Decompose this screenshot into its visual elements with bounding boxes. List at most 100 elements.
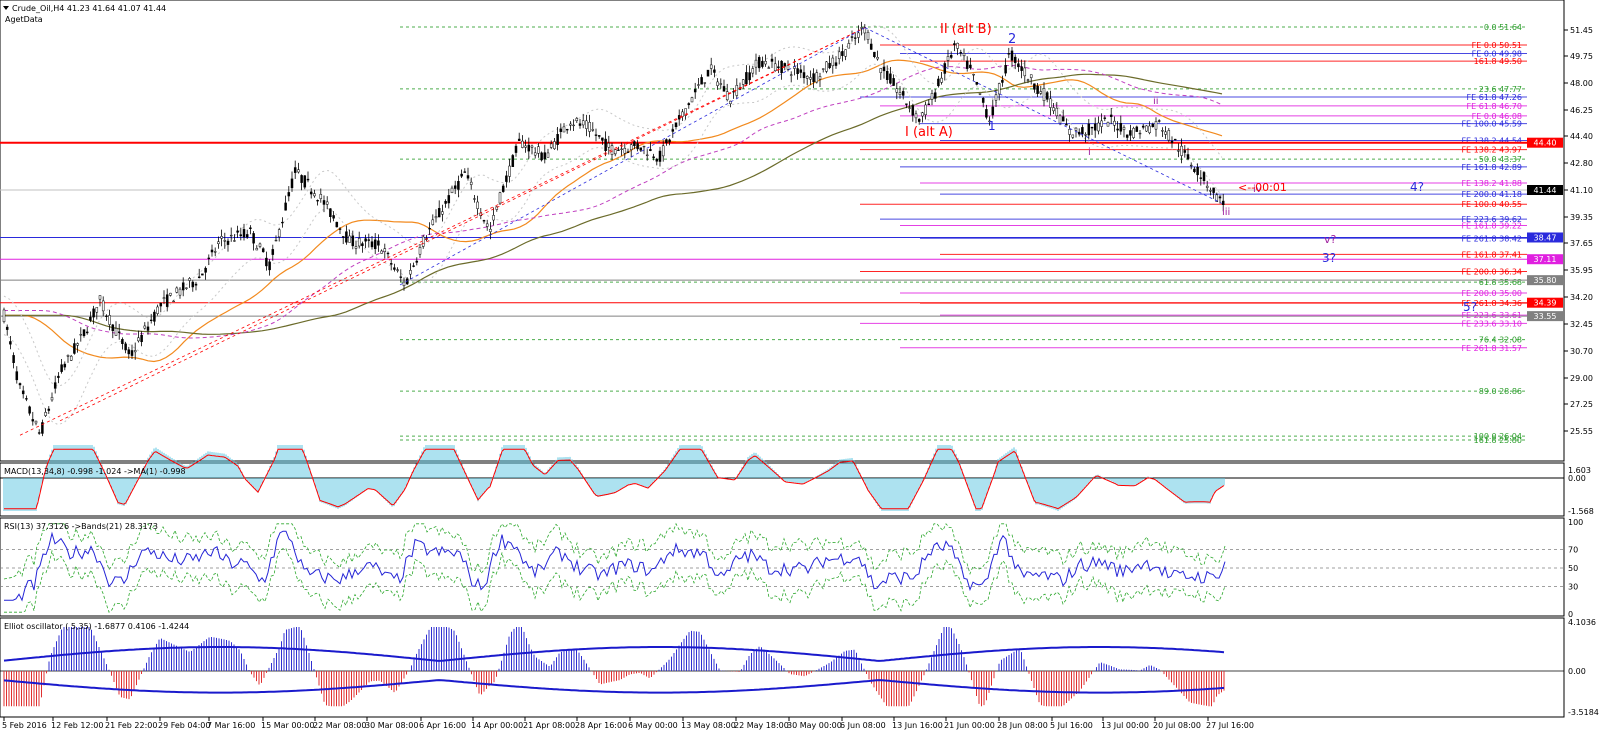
candle-body — [642, 145, 646, 148]
candle-body — [777, 66, 780, 69]
candle-body — [245, 234, 249, 238]
candle-body — [335, 221, 339, 228]
candle-body — [1183, 150, 1187, 153]
time-tick-label: 29 Feb 04:00 — [158, 721, 210, 730]
candle-body — [313, 193, 316, 197]
candle-body — [1023, 67, 1027, 77]
candle-body — [1218, 196, 1222, 199]
candle-body — [117, 331, 121, 333]
candle-body — [981, 97, 985, 103]
main-chart-pane[interactable] — [0, 0, 1565, 462]
candle-body — [559, 128, 563, 132]
macd-pane[interactable] — [0, 462, 1565, 517]
candle-body — [1004, 65, 1007, 74]
candle-body — [866, 31, 870, 40]
candle-body — [527, 144, 531, 152]
candle-body — [66, 355, 70, 357]
candle-body — [594, 134, 598, 136]
candle-body — [604, 138, 607, 152]
candle-body — [354, 246, 358, 249]
candle-body — [575, 118, 579, 121]
candle-body — [783, 63, 787, 67]
candle-body — [1180, 145, 1183, 156]
time-tick-label: 6 Jun 08:00 — [840, 721, 886, 730]
candle-body — [831, 57, 835, 67]
candle-body — [665, 139, 668, 143]
candle-body — [492, 215, 495, 221]
time-tick-label: 30 May 00:00 — [787, 721, 842, 730]
candle-body — [997, 83, 1001, 95]
candle-body — [591, 129, 595, 131]
candle-body — [991, 106, 995, 116]
candle-body — [882, 66, 886, 72]
fib-label: FE 0.0 46.08 — [1472, 112, 1522, 121]
candle-body — [927, 103, 931, 106]
candle-body — [889, 73, 892, 84]
candle-body — [1036, 85, 1039, 94]
candle-body — [1135, 126, 1139, 132]
elliot-upper-band — [3, 646, 1225, 662]
candle-body — [79, 334, 83, 336]
candle-body — [217, 241, 220, 244]
candle-body — [1189, 164, 1193, 167]
price-tick-label: 39.35 — [1570, 213, 1593, 222]
fib-label: 161.8 49.50 — [1474, 57, 1522, 66]
candle-body — [687, 103, 691, 106]
candle-body — [805, 76, 809, 79]
price-badge — [1527, 185, 1563, 196]
candle-body — [940, 77, 943, 83]
candle-body — [1161, 130, 1164, 132]
candle-body — [418, 247, 422, 255]
price-tick-label: 42.80 — [1570, 159, 1593, 168]
candle-body — [658, 150, 662, 162]
candle-body — [146, 326, 150, 331]
candle-body — [63, 363, 67, 368]
candle-body — [514, 145, 518, 153]
candle-body — [556, 134, 559, 145]
candle-body — [239, 234, 243, 237]
fib-label: 100.0 26.04 — [1474, 432, 1522, 441]
candle-body — [1010, 50, 1014, 61]
candle-body — [85, 331, 89, 334]
candle-body — [213, 251, 217, 253]
candle-body — [396, 269, 399, 271]
candle-body — [914, 113, 918, 119]
time-tick-label: 12 Feb 12:00 — [51, 721, 103, 730]
price-tick-label: 37.65 — [1570, 239, 1593, 248]
candle-body — [540, 152, 543, 161]
fib-label: 61.8 35.68 — [1479, 278, 1522, 287]
candle-body — [697, 84, 700, 86]
candle-body — [165, 294, 169, 307]
candle-body — [242, 229, 246, 238]
price-candles — [2, 21, 1225, 437]
candle-body — [277, 229, 281, 238]
candle-body — [601, 137, 604, 141]
candle-body — [825, 61, 828, 72]
candle-body — [495, 206, 499, 210]
candle-body — [319, 194, 323, 199]
candle-body — [1199, 177, 1203, 179]
candle-body — [175, 287, 179, 293]
candle-body — [233, 240, 236, 242]
time-tick-label: 6 May 00:00 — [628, 721, 678, 730]
candle-body — [818, 76, 822, 80]
symbol-menu-arrow-icon[interactable] — [3, 6, 9, 10]
candle-body — [370, 241, 374, 248]
macd-label: MACD(13,34,8) -0.998 -1.024 ->MA(1) -0.9… — [4, 467, 186, 476]
candle-body — [1081, 127, 1084, 135]
candle-body — [1170, 140, 1174, 143]
candle-body — [1039, 91, 1043, 94]
candle-body — [386, 252, 390, 255]
candle-body — [473, 198, 476, 200]
candle-body — [1145, 125, 1148, 132]
candle-body — [588, 122, 591, 132]
candle-body — [530, 145, 534, 148]
candle-body — [252, 233, 255, 244]
candle-body — [597, 135, 601, 137]
candle-body — [271, 249, 275, 255]
time-tick-label: 21 Apr 08:00 — [523, 721, 575, 730]
candle-body — [1221, 200, 1225, 205]
candle-body — [15, 371, 19, 381]
